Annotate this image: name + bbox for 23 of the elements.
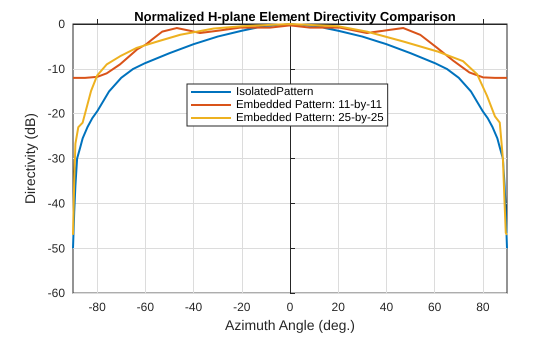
y-tick-label: -50 [48, 241, 66, 256]
y-tick-label: -40 [48, 196, 66, 210]
y-tick-label: 0 [58, 17, 66, 31]
x-tick-label: -60 [136, 300, 154, 314]
legend-label: IsolatedPattern [236, 86, 314, 98]
y-tick-label: -10 [48, 62, 66, 76]
x-tick-label: -80 [88, 300, 106, 314]
x-axis-title: Azimuth Angle (deg.) [225, 317, 355, 333]
x-tick-label: 80 [476, 300, 490, 314]
legend-label: Embedded Pattern: 11-by-11 [236, 99, 382, 111]
y-tick-label: -20 [48, 106, 66, 121]
chart-title: Normalized H-plane Element Directivity Comparison [134, 9, 456, 24]
y-tick-label: -60 [48, 286, 66, 300]
x-tick-label: 40 [380, 300, 394, 314]
x-tick-label: 20 [332, 300, 346, 314]
y-axis-title: Directivity (dB) [22, 113, 38, 204]
line-series [72, 24, 508, 79]
legend-label: Embedded Pattern: 25-by-25 [236, 112, 384, 124]
y-tick-label: -30 [48, 152, 66, 166]
x-tick-label: 0 [286, 300, 294, 314]
x-tick-label: -20 [233, 300, 251, 314]
x-tick-label: -40 [184, 300, 203, 314]
x-tick-label: 60 [428, 300, 442, 314]
